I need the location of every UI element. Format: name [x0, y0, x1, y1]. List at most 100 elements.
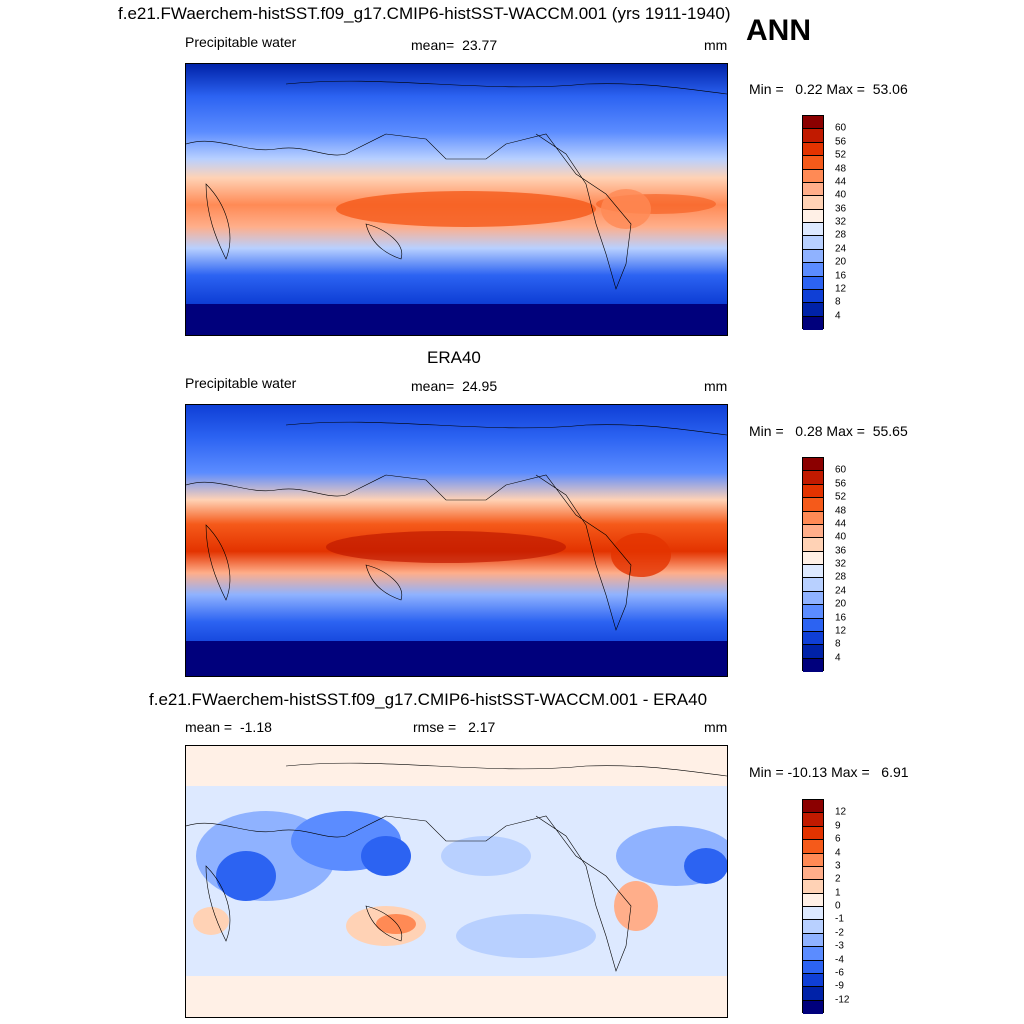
colorbar-swatch [803, 933, 823, 948]
panel3-units: mm [704, 719, 728, 735]
colorbar-tick-label: 52 [835, 149, 847, 161]
colorbar-swatch [803, 578, 823, 592]
colorbar-tick-label: -3 [835, 940, 844, 952]
colorbar-swatch [803, 524, 823, 539]
panel1-variable-label: Precipitable water [185, 34, 297, 50]
panel2-mean-value: 24.95 [462, 378, 498, 394]
panel3-colorbar-ticks: 12 9 6 4 3 2 1 0 -1 -2 -3 -4 -6 -9 -12 [835, 799, 865, 1013]
colorbar-tick-label: 56 [835, 478, 847, 490]
colorbar-tick-label: -1 [835, 913, 844, 925]
panel3-rmse-label: rmse = 2.17 [413, 719, 495, 735]
colorbar-swatch [803, 618, 823, 632]
colorbar-tick-label: -4 [835, 954, 844, 965]
panel2-colorbar [802, 457, 824, 672]
colorbar-tick-label: 44 [835, 518, 847, 530]
panel1-mean-text: mean= [411, 37, 455, 53]
colorbar-tick-label: -9 [835, 980, 844, 992]
panel3-title: f.e21.FWaerchem-histSST.f09_g17.CMIP6-hi… [149, 690, 708, 709]
colorbar-tick-label: 12 [835, 625, 847, 637]
colorbar-swatch [803, 551, 823, 565]
panel3-mean-text: mean = [185, 719, 233, 735]
colorbar-swatch [803, 893, 823, 907]
colorbar-tick-label: 40 [835, 531, 847, 543]
panel2-variable-label: Precipitable water [185, 375, 297, 391]
panel1-mean-label: mean= 23.77 [411, 37, 497, 53]
colorbar-tick-label: 3 [835, 860, 841, 872]
colorbar-swatch [803, 471, 823, 485]
colorbar-tick-label: 36 [835, 545, 847, 557]
colorbar-tick-label: 16 [835, 612, 847, 623]
colorbar-swatch [803, 826, 823, 841]
panel3-mean-label: mean = -1.18 [185, 719, 272, 735]
colorbar-tick-label: 48 [835, 505, 847, 516]
colorbar-swatch [803, 263, 823, 277]
colorbar-swatch [803, 853, 823, 867]
colorbar-tick-label: 6 [835, 833, 841, 845]
colorbar-tick-label: 56 [835, 136, 847, 148]
colorbar-swatch [803, 960, 823, 974]
colorbar-swatch [803, 631, 823, 646]
panel1-mean-value: 23.77 [462, 37, 498, 53]
colorbar-swatch [803, 209, 823, 223]
colorbar-swatch [803, 800, 823, 814]
colorbar-swatch [803, 156, 823, 170]
panel1-colorbar-ticks: 60 56 52 48 44 40 36 32 28 24 20 16 12 8 4 [835, 115, 865, 329]
panel2-title: ERA40 [427, 348, 481, 367]
panel2-minmax: Min = 0.28 Max = 55.65 [749, 423, 908, 439]
colorbar-tick-label: 20 [835, 598, 847, 610]
colorbar-tick-label: 8 [835, 296, 841, 308]
colorbar-swatch [803, 973, 823, 988]
colorbar-swatch [803, 880, 823, 894]
colorbar-tick-label: 16 [835, 270, 847, 281]
panel3-colorbar [802, 799, 824, 1014]
colorbar-tick-label: 12 [835, 283, 847, 295]
colorbar-tick-label: 40 [835, 189, 847, 201]
colorbar-tick-label: 20 [835, 256, 847, 268]
colorbar-tick-label: 28 [835, 571, 847, 583]
colorbar-swatch [803, 169, 823, 183]
colorbar-swatch [803, 289, 823, 304]
colorbar-swatch [803, 813, 823, 827]
colorbar-swatch [803, 276, 823, 290]
colorbar-swatch [803, 840, 823, 854]
colorbar-swatch [803, 129, 823, 143]
colorbar-swatch [803, 591, 823, 606]
panel2-units: mm [704, 378, 728, 394]
panel3-map [185, 745, 728, 1018]
panel3-rmse-value: 2.17 [468, 719, 496, 735]
colorbar-swatch [803, 565, 823, 579]
panel2-map [185, 404, 728, 677]
colorbar-tick-label: 36 [835, 203, 847, 215]
colorbar-tick-label: 52 [835, 491, 847, 503]
colorbar-swatch [803, 605, 823, 619]
colorbar-swatch [803, 316, 823, 330]
colorbar-tick-label: 44 [835, 176, 847, 188]
colorbar-swatch [803, 907, 823, 921]
panel1-minmax: Min = 0.22 Max = 53.06 [749, 81, 908, 97]
colorbar-tick-label: 32 [835, 216, 847, 228]
colorbar-tick-label: -12 [835, 994, 850, 1006]
colorbar-swatch [803, 116, 823, 130]
panel2-colorbar-ticks: 60 56 52 48 44 40 36 32 28 24 20 16 12 8 4 [835, 457, 865, 671]
colorbar-swatch [803, 484, 823, 499]
colorbar-swatch [803, 182, 823, 197]
colorbar-swatch [803, 498, 823, 512]
colorbar-tick-label: 60 [835, 122, 847, 134]
panel3-minmax: Min = -10.13 Max = 6.91 [749, 764, 909, 780]
colorbar-tick-label: -2 [835, 927, 844, 939]
colorbar-swatch [803, 866, 823, 881]
colorbar-swatch [803, 236, 823, 250]
colorbar-tick-label: 9 [835, 820, 841, 832]
colorbar-tick-label: 1 [835, 887, 841, 899]
colorbar-swatch [803, 645, 823, 659]
panel2-mean-label: mean= 24.95 [411, 378, 497, 394]
colorbar-tick-label: 12 [835, 806, 847, 818]
panel3-rmse-text: rmse = [413, 719, 457, 735]
colorbar-tick-label: -6 [835, 967, 844, 979]
colorbar-tick-label: 24 [835, 585, 847, 597]
colorbar-swatch [803, 920, 823, 934]
main-title: f.e21.FWaerchem-histSST.f09_g17.CMIP6-hi… [118, 4, 731, 23]
colorbar-swatch [803, 196, 823, 210]
panel2-mean-text: mean= [411, 378, 455, 394]
colorbar-tick-label: 24 [835, 243, 847, 255]
